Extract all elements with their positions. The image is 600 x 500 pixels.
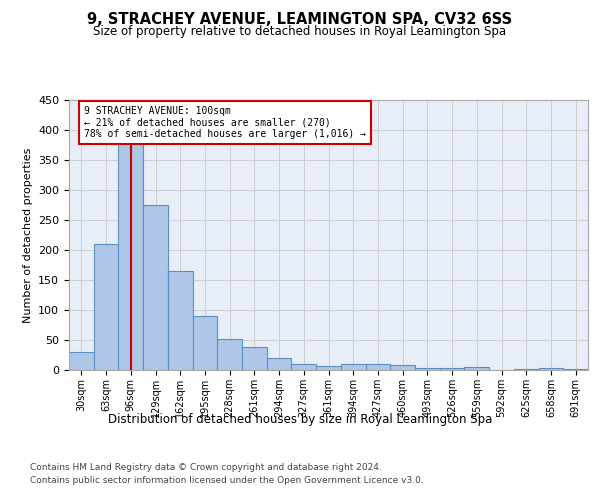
Bar bbox=[464, 367, 489, 370]
Bar bbox=[539, 368, 563, 370]
Bar bbox=[415, 368, 440, 370]
Bar bbox=[143, 205, 168, 370]
Bar bbox=[514, 369, 539, 370]
Text: Distribution of detached houses by size in Royal Leamington Spa: Distribution of detached houses by size … bbox=[108, 412, 492, 426]
Bar bbox=[118, 142, 143, 370]
Bar bbox=[217, 339, 242, 370]
Bar bbox=[440, 368, 464, 370]
Bar bbox=[242, 347, 267, 370]
Text: 9 STRACHEY AVENUE: 100sqm
← 21% of detached houses are smaller (270)
78% of semi: 9 STRACHEY AVENUE: 100sqm ← 21% of detac… bbox=[84, 106, 366, 139]
Bar bbox=[390, 364, 415, 370]
Text: Size of property relative to detached houses in Royal Leamington Spa: Size of property relative to detached ho… bbox=[94, 25, 506, 38]
Text: Contains HM Land Registry data © Crown copyright and database right 2024.: Contains HM Land Registry data © Crown c… bbox=[30, 462, 382, 471]
Bar bbox=[168, 271, 193, 370]
Bar bbox=[292, 364, 316, 370]
Bar bbox=[267, 358, 292, 370]
Bar bbox=[193, 316, 217, 370]
Text: Contains public sector information licensed under the Open Government Licence v3: Contains public sector information licen… bbox=[30, 476, 424, 485]
Bar bbox=[316, 366, 341, 370]
Bar bbox=[69, 352, 94, 370]
Bar bbox=[563, 369, 588, 370]
Bar bbox=[94, 244, 118, 370]
Bar bbox=[365, 364, 390, 370]
Y-axis label: Number of detached properties: Number of detached properties bbox=[23, 148, 32, 322]
Bar bbox=[341, 364, 365, 370]
Text: 9, STRACHEY AVENUE, LEAMINGTON SPA, CV32 6SS: 9, STRACHEY AVENUE, LEAMINGTON SPA, CV32… bbox=[88, 12, 512, 28]
